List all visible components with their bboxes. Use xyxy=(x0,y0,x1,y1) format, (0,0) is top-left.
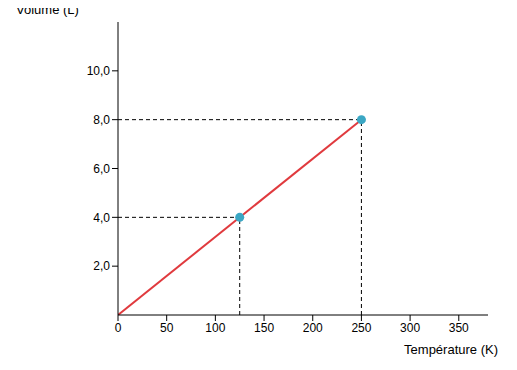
svg-text:250: 250 xyxy=(351,321,371,335)
html-text:Température (K): Température (K) xyxy=(404,342,498,357)
svg-text:150: 150 xyxy=(254,321,274,335)
svg-text:50: 50 xyxy=(160,321,174,335)
svg-text:0: 0 xyxy=(115,321,122,335)
svg-text:350: 350 xyxy=(449,321,469,335)
svg-text:200: 200 xyxy=(303,321,323,335)
svg-text:8,0: 8,0 xyxy=(93,113,110,127)
svg-text:4,0: 4,0 xyxy=(93,211,110,225)
html-text:Volume (L): Volume (L) xyxy=(16,2,79,17)
svg-text:100: 100 xyxy=(205,321,225,335)
svg-text:300: 300 xyxy=(400,321,420,335)
svg-text:2,0: 2,0 xyxy=(93,259,110,273)
svg-text:6,0: 6,0 xyxy=(93,162,110,176)
svg-text:10,0: 10,0 xyxy=(87,64,111,78)
